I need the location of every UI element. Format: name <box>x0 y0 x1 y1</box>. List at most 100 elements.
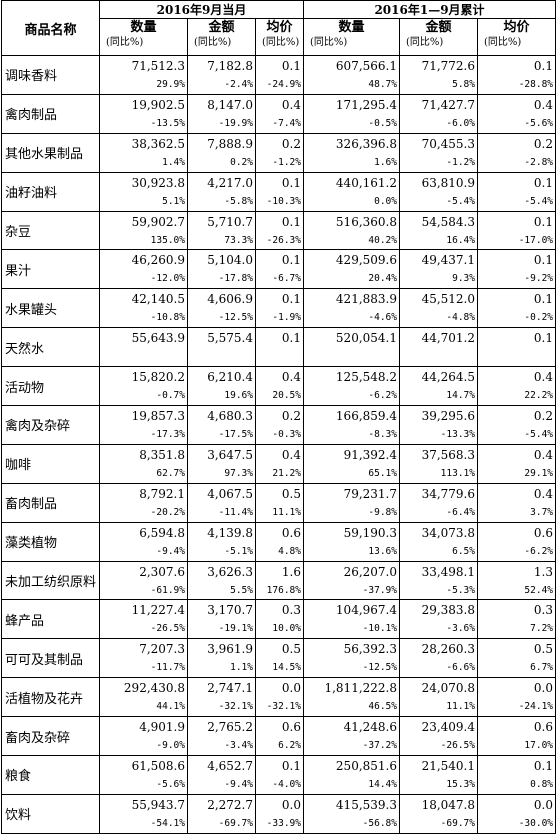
ytd-price-cell: 0.4 -5.6% <box>476 93 556 134</box>
ytd-qty-yoy: 40.2% <box>368 234 397 246</box>
month-amount-yoy: 97.3% <box>224 467 253 479</box>
month-amount-value: 3,647.5 <box>207 447 253 462</box>
ytd-qty-yoy: -37.9% <box>362 584 397 596</box>
product-name-cell: 禽肉制品 <box>1 93 100 134</box>
month-price-cell: 0.1 -26.3% <box>255 210 304 251</box>
month-price-cell: 0.0 -32.1% <box>255 677 304 718</box>
ytd-qty-yoy: -4.6% <box>368 312 397 324</box>
ytd-amount-value: 71,427.7 <box>421 97 475 112</box>
month-qty-cell: 8,792.1 -20.2% <box>99 482 188 523</box>
month-qty-cell: 19,857.3 -17.3% <box>99 405 188 445</box>
month-price-yoy: -0.3% <box>272 429 301 441</box>
ytd-qty-cell: 440,161.2 0.0% <box>303 171 400 212</box>
month-qty-value: 6,594.8 <box>139 525 185 540</box>
table-body: 调味香料 71,512.3 29.9% 7,182.8 -2.4% 0.1 -24.9% 60… <box>1 55 556 834</box>
ytd-price-value: 0.4 <box>533 447 554 462</box>
ytd-price-yoy: -2.8% <box>524 156 554 168</box>
month-qty-cell: 46,260.9 -12.0% <box>99 249 188 290</box>
ytd-price-yoy: -0.2% <box>524 312 554 324</box>
month-price-cell: 0.5 11.1% <box>255 482 304 523</box>
month-price-cell: 0.0 -33.9% <box>255 793 304 834</box>
ytd-amount-value: 37,568.3 <box>421 447 475 462</box>
product-name-cell: 活植物及花卉 <box>1 677 100 718</box>
month-qty-value: 7,207.3 <box>139 642 185 657</box>
month-amount-cell: 8,147.0 -19.9% <box>187 93 256 134</box>
month-price-cell: 0.3 10.0% <box>255 599 304 640</box>
ytd-price-cell: 0.0 -24.1% <box>476 677 556 718</box>
ytd-price-value: 0.4 <box>533 370 554 385</box>
ytd-amount-cell: 45,512.0 -4.8% <box>399 288 478 329</box>
ytd-amount-value: 71,772.6 <box>421 59 475 73</box>
ytd-amount-yoy: 14.7% <box>446 390 475 402</box>
month-qty-yoy: 135.0% <box>150 234 185 246</box>
month-price-yoy: 14.5% <box>272 662 301 674</box>
ytd-amount-cell: 70,455.3 -1.2% <box>399 132 478 173</box>
ytd-qty-yoy: 65.1% <box>368 467 397 479</box>
month-price-value: 0.3 <box>281 603 301 618</box>
ytd-amount-cell: 18,047.8 -69.7% <box>399 793 478 834</box>
month-amount-yoy <box>189 345 254 350</box>
month-amount-yoy: -19.1% <box>218 623 253 635</box>
month-amount-yoy: -69.7% <box>218 817 253 829</box>
ytd-amount-value: 49,437.1 <box>421 253 475 268</box>
month-price-yoy: -26.3% <box>266 234 301 246</box>
month-qty-cell: 55,943.7 -54.1% <box>99 793 188 834</box>
month-amount-cell: 7,888.9 0.2% <box>187 132 256 173</box>
ytd-amount-value: 70,455.3 <box>421 136 475 151</box>
month-price-value: 1.6 <box>281 564 301 579</box>
ytd-price-cell: 0.3 7.2% <box>476 599 556 640</box>
month-qty-value: 55,643.9 <box>131 331 185 346</box>
ytd-amount-yoy: -6.0% <box>446 117 475 129</box>
ytd-price-value: 0.1 <box>533 214 554 229</box>
month-price-cell: 0.1 -10.3% <box>255 171 304 212</box>
month-amount-yoy: 5.5% <box>230 584 253 596</box>
ytd-price-yoy: -5.4% <box>524 195 554 207</box>
month-qty-value: 19,857.3 <box>131 409 185 424</box>
ytd-qty-value: 607,566.1 <box>335 59 397 73</box>
ytd-price-yoy: -9.2% <box>524 273 554 285</box>
ytd-qty-value: 1,811,222.8 <box>324 681 397 696</box>
ytd-price-cell: 0.1 -17.0% <box>476 210 556 251</box>
month-price-value: 0.2 <box>281 136 301 151</box>
ytd-amount-value: 39,295.6 <box>421 409 475 424</box>
ytd-qty-yoy: 46.5% <box>368 701 397 713</box>
month-amount-value: 4,680.3 <box>207 409 253 424</box>
ytd-price-yoy: 0.8% <box>530 779 554 791</box>
ytd-qty-value: 415,539.3 <box>335 797 397 812</box>
month-amount-cell: 2,765.2 -3.4% <box>187 716 256 757</box>
ytd-price-cell: 0.4 3.7% <box>476 482 556 523</box>
table-row: 可可及其制品 7,207.3 -11.7% 3,961.9 1.1% 0.5 14.5% 56… <box>1 638 556 679</box>
price-label: 均价 <box>503 20 530 35</box>
month-amount-yoy: -11.4% <box>218 506 253 518</box>
month-qty-yoy: -0.7% <box>156 390 185 402</box>
ytd-price-cell: 0.1 <box>476 327 556 368</box>
ytd-amount-cell: 29,383.8 -3.6% <box>399 599 478 640</box>
month-price-value: 0.1 <box>281 59 301 73</box>
ytd-amount-yoy: -13.3% <box>440 429 475 441</box>
qty-label: 数量 <box>130 20 157 35</box>
ytd-price-value: 0.5 <box>533 642 554 657</box>
month-qty-value: 8,351.8 <box>139 447 185 462</box>
table-row: 禽肉制品 19,902.5 -13.5% 8,147.0 -19.9% 0.4 -7.4% 1… <box>1 93 556 134</box>
ytd-price-value: 0.0 <box>533 681 554 696</box>
ytd-price-value: 0.1 <box>533 331 554 346</box>
month-qty-yoy: -54.1% <box>150 817 185 829</box>
month-qty-value: 38,362.5 <box>131 136 185 151</box>
table-row: 调味香料 71,512.3 29.9% 7,182.8 -2.4% 0.1 -24.9% 60… <box>1 55 556 95</box>
month-group-header: 2016年9月当月 <box>99 0 304 19</box>
ytd-amount-yoy: -69.7% <box>440 817 475 829</box>
table-row: 粮食 61,508.6 -5.6% 4,652.7 -9.4% 0.1 -4.0% 250,8… <box>1 755 556 795</box>
month-qty-yoy <box>101 345 186 350</box>
month-amount-value: 7,888.9 <box>207 136 253 151</box>
month-price-yoy: 20.5% <box>272 390 301 402</box>
ytd-price-value: 0.6 <box>533 720 554 735</box>
month-amount-value: 2,272.7 <box>207 797 253 812</box>
ytd-amount-yoy: -5.4% <box>446 195 475 207</box>
yoy-label: (同比%) <box>310 37 348 48</box>
month-price-cell: 0.6 4.8% <box>255 521 304 562</box>
month-qty-cell: 30,923.8 5.1% <box>99 171 188 212</box>
ytd-price-cell: 0.1 -28.8% <box>476 55 556 95</box>
month-price-value: 0.6 <box>281 720 301 735</box>
ytd-qty-value: 429,509.6 <box>335 253 397 268</box>
